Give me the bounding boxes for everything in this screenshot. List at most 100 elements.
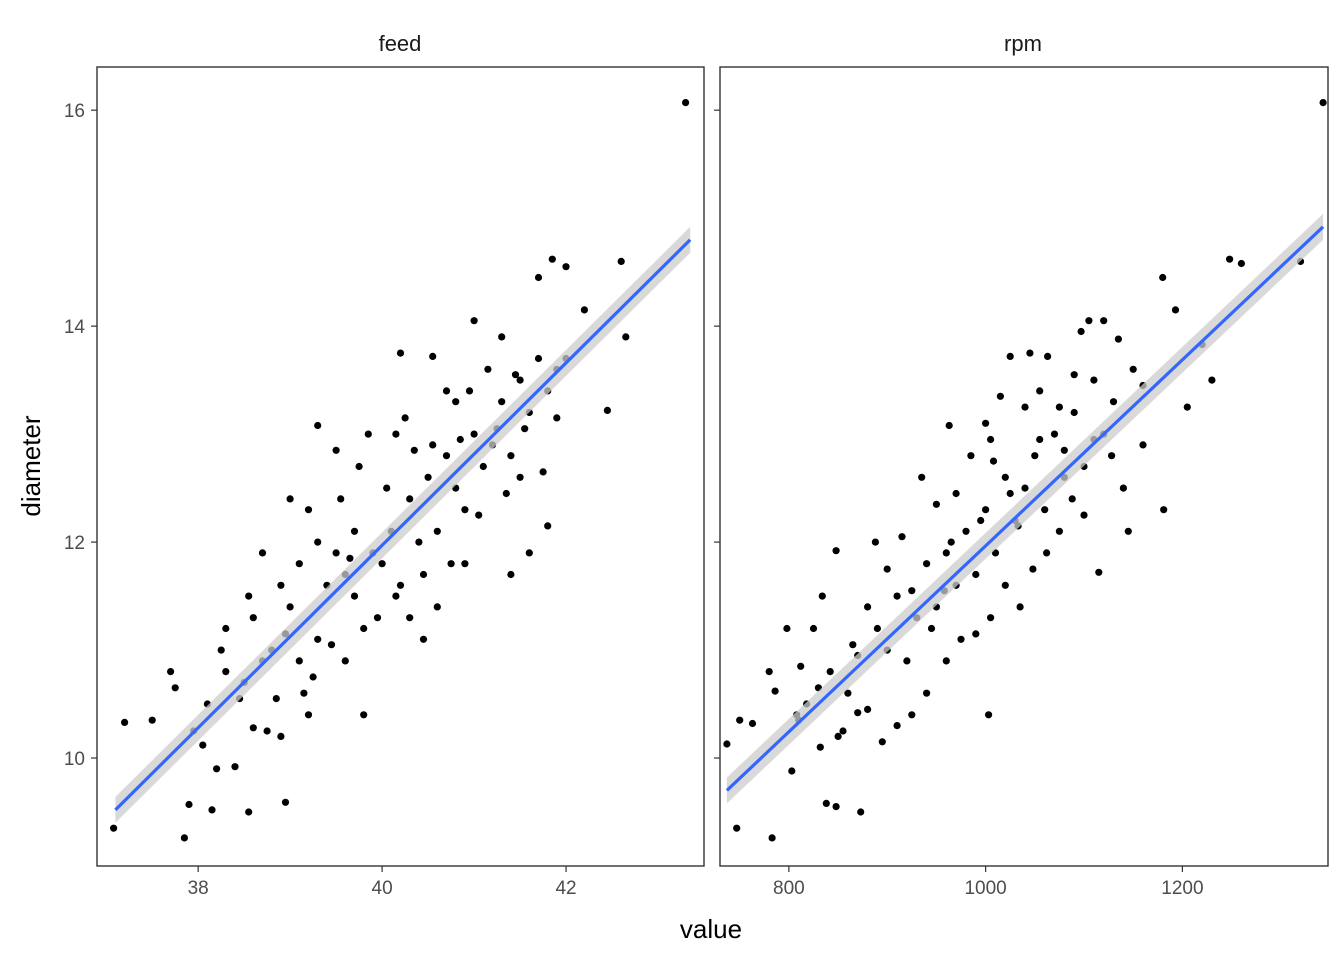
data-point-rpm-8 <box>736 716 744 724</box>
data-point-feed-116 <box>521 425 529 433</box>
data-point-feed-97 <box>364 430 372 438</box>
data-point-rpm-84 <box>1001 581 1009 589</box>
data-point-feed-81 <box>406 614 414 622</box>
data-point-rpm-59 <box>1100 317 1108 325</box>
data-point-feed-21 <box>249 614 257 622</box>
data-point-feed-50 <box>534 354 543 363</box>
data-point-feed-31 <box>360 624 368 633</box>
data-point-rpm-98 <box>1070 371 1078 379</box>
data-point-rpm-23 <box>903 657 911 665</box>
data-point-rpm-79 <box>923 689 931 697</box>
data-point-feed-106 <box>475 511 483 519</box>
data-point-rpm-81 <box>957 635 965 643</box>
data-point-rpm-77 <box>893 722 901 730</box>
data-point-rpm-25 <box>923 560 931 568</box>
data-point-rpm-89 <box>1068 495 1076 503</box>
data-point-feed-54 <box>603 406 612 414</box>
data-point-feed-92 <box>484 365 492 373</box>
data-point-rpm-65 <box>945 421 953 430</box>
data-point-rpm-63 <box>1006 352 1014 360</box>
data-point-rpm-58 <box>1085 317 1093 325</box>
data-point-feed-1 <box>121 718 129 727</box>
fit-line-feed <box>114 238 692 811</box>
data-point-feed-110 <box>346 554 354 562</box>
data-point-feed-3 <box>180 834 188 842</box>
data-point-feed-107 <box>502 489 510 498</box>
data-point-feed-62 <box>498 333 506 341</box>
data-point-feed-99 <box>272 695 280 703</box>
data-point-rpm-117 <box>1183 403 1191 411</box>
data-point-rpm-99 <box>932 500 941 508</box>
data-point-feed-100 <box>300 689 308 697</box>
data-point-rpm-45 <box>1119 484 1127 492</box>
data-point-feed-18 <box>222 668 230 676</box>
data-point-rpm-64 <box>1044 352 1052 360</box>
data-point-feed-46 <box>498 398 506 406</box>
data-point-feed-33 <box>378 560 386 568</box>
x-tick-label-feed-40: 40 <box>372 878 393 899</box>
y-tick-label-12: 12 <box>64 533 85 554</box>
data-point-feed-76 <box>295 560 303 568</box>
x-axis-title: value <box>680 914 742 944</box>
data-point-rpm-68 <box>818 592 826 600</box>
data-point-feed-78 <box>337 495 345 503</box>
data-point-rpm-83 <box>987 614 995 622</box>
data-point-rpm-19 <box>864 705 872 714</box>
data-point-feed-16 <box>360 711 368 719</box>
data-point-rpm-42 <box>1090 376 1098 384</box>
data-point-rpm-102 <box>967 452 975 460</box>
data-point-rpm-20 <box>873 624 882 633</box>
data-point-feed-15 <box>277 732 285 741</box>
data-point-feed-4 <box>208 806 216 814</box>
data-point-feed-73 <box>217 646 225 654</box>
data-point-feed-58 <box>548 255 556 263</box>
data-point-feed-24 <box>286 603 294 611</box>
data-point-feed-60 <box>396 349 405 357</box>
data-point-feed-5 <box>245 808 253 816</box>
data-point-rpm-107 <box>849 641 857 649</box>
data-point-rpm-88 <box>1055 527 1063 535</box>
data-point-rpm-30 <box>972 570 980 579</box>
data-point-rpm-106 <box>864 603 872 611</box>
data-point-feed-105 <box>447 560 455 568</box>
data-point-rpm-33 <box>1001 473 1009 481</box>
data-point-feed-104 <box>419 570 428 579</box>
data-point-feed-30 <box>350 592 359 600</box>
strip-label-rpm: rpm <box>1004 31 1042 56</box>
data-point-feed-55 <box>617 257 625 265</box>
x-tick-label-rpm-1000: 1000 <box>964 878 1006 899</box>
data-point-feed-108 <box>222 624 230 633</box>
data-point-feed-56 <box>622 333 630 341</box>
data-point-feed-80 <box>383 484 391 492</box>
data-point-rpm-101 <box>952 489 960 498</box>
panel-rpm-marks: 800 1000 1200 <box>714 66 1329 899</box>
data-point-feed-10 <box>199 741 207 749</box>
data-point-feed-111 <box>309 673 317 681</box>
data-point-rpm-3 <box>788 767 796 775</box>
data-point-rpm-62 <box>1026 349 1034 357</box>
data-point-rpm-114 <box>1060 446 1068 454</box>
data-point-feed-28 <box>332 549 340 557</box>
data-point-rpm-6 <box>857 808 865 816</box>
data-point-feed-90 <box>452 398 460 406</box>
data-point-feed-43 <box>470 430 478 438</box>
data-point-rpm-9 <box>748 719 757 728</box>
x-tick-label-feed-38: 38 <box>188 878 209 899</box>
data-point-feed-114 <box>456 435 464 444</box>
data-point-rpm-108 <box>927 624 936 633</box>
data-point-feed-53 <box>580 306 589 314</box>
y-tick-label-10: 10 <box>64 749 85 770</box>
data-point-rpm-113 <box>1036 435 1044 444</box>
data-point-rpm-17 <box>844 689 852 697</box>
data-point-rpm-75 <box>854 709 862 717</box>
data-point-rpm-112 <box>1006 489 1014 498</box>
data-point-rpm-97 <box>1055 403 1063 411</box>
data-point-rpm-54 <box>1226 255 1234 263</box>
data-point-feed-40 <box>442 452 451 460</box>
data-point-rpm-31 <box>982 506 990 514</box>
data-point-feed-35 <box>396 581 405 589</box>
data-point-rpm-27 <box>942 549 950 557</box>
data-point-feed-83 <box>433 603 441 611</box>
